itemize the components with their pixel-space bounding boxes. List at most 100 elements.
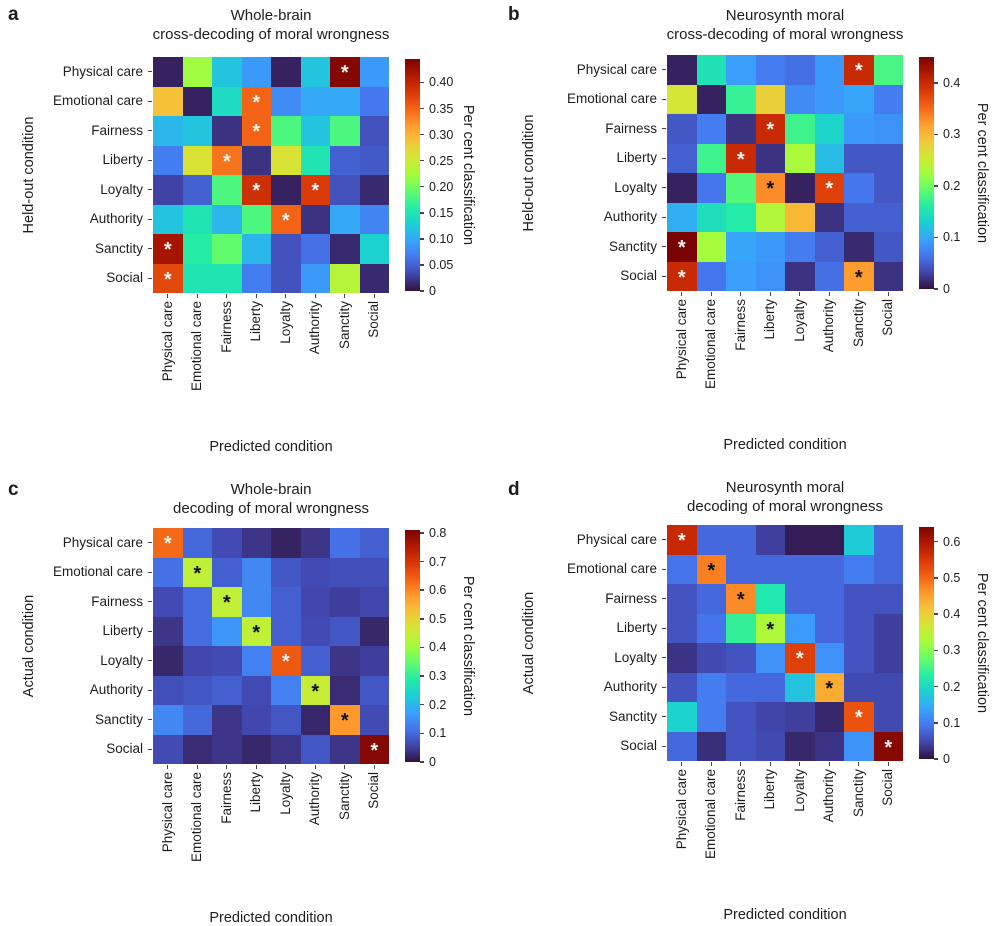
y-axis-tick: [148, 719, 152, 721]
row-label: Authority: [603, 209, 657, 225]
colorbar-tick: [420, 81, 424, 84]
column-label: Liberty: [248, 301, 264, 342]
heatmap-cell: [667, 554, 697, 584]
colorbar-tick: [420, 560, 424, 563]
significance-asterisk: *: [163, 533, 172, 556]
heatmap-cell: [814, 613, 844, 643]
heatmap-cell: [785, 261, 815, 291]
colorbar-tick: [934, 540, 938, 543]
y-axis-tick: [662, 128, 666, 130]
heatmap-cell: [696, 731, 726, 761]
heatmap-cell: [755, 702, 785, 732]
row-label: Authority: [603, 679, 657, 695]
colorbar-tick: [420, 761, 424, 763]
significance-asterisk: *: [795, 648, 804, 671]
x-axis-label: Predicted condition: [723, 907, 847, 923]
heatmap-cell: [153, 175, 183, 205]
heatmap-cell: [241, 734, 271, 764]
heatmap-cell: [785, 55, 815, 85]
panel-title: Neurosynth moral cross-decoding of moral…: [625, 6, 945, 44]
heatmap-cell: *: [182, 557, 212, 587]
heatmap-cell: [814, 202, 844, 232]
heatmap-cell: [330, 675, 360, 705]
row-label: Liberty: [102, 152, 143, 168]
colorbar-tick-label: 0.4: [943, 607, 961, 621]
heatmap-cell: [153, 116, 183, 146]
heatmap-cell: [330, 587, 360, 617]
x-axis-tick: [740, 762, 742, 766]
column-label: Liberty: [762, 299, 778, 340]
heatmap-cell: [300, 587, 330, 617]
heatmap-cell: [814, 232, 844, 262]
heatmap-cell: [182, 263, 212, 293]
heatmap-cell: [667, 84, 697, 114]
heatmap-cell: [785, 613, 815, 643]
column-label: Social: [880, 299, 896, 336]
x-axis-tick: [710, 292, 712, 296]
colorbar-tick: [420, 212, 424, 214]
heatmap-cell: *: [241, 116, 271, 146]
colorbar-tick: [934, 185, 938, 187]
heatmap-cell: [153, 675, 183, 705]
significance-asterisk: *: [163, 268, 172, 291]
heatmap-cell: [755, 672, 785, 702]
x-axis-tick: [255, 294, 257, 298]
heatmap-cell: [873, 554, 903, 584]
colorbar-tick-label: 0.1: [429, 726, 447, 741]
x-axis-label: Predicted condition: [723, 437, 847, 453]
colorbar-gradient: [919, 57, 934, 289]
heatmap-cell: [153, 646, 183, 676]
heatmap-cell: [182, 116, 212, 146]
x-axis-tick: [887, 762, 889, 766]
significance-asterisk: *: [825, 677, 834, 700]
heatmap-cell: *: [300, 175, 330, 205]
row-label: Loyalty: [100, 181, 143, 197]
y-axis-tick: [148, 100, 152, 102]
row-label: Emotional care: [566, 561, 657, 577]
column-label: Loyalty: [277, 772, 293, 815]
heatmap-cell: [241, 675, 271, 705]
column-label: Fairness: [732, 769, 748, 821]
colorbar-tick: [934, 288, 938, 290]
x-axis-tick: [373, 765, 375, 769]
heatmap-cell: [300, 263, 330, 293]
column-label: Emotional care: [189, 772, 205, 863]
heatmap-cell: *: [212, 587, 242, 617]
title-line-2: decoding of moral wrongness: [687, 498, 883, 515]
heatmap-cell: *: [359, 734, 389, 764]
heatmap-cell: [726, 643, 756, 673]
y-axis-tick: [662, 246, 666, 248]
panel-title: Whole-brain cross-decoding of moral wron…: [111, 6, 431, 44]
significance-asterisk: *: [252, 121, 261, 144]
heatmap-cell: [873, 672, 903, 702]
colorbar-tick: [420, 532, 424, 534]
heatmap-cell: [726, 173, 756, 203]
y-axis-tick: [662, 98, 666, 100]
heatmap-cell: [212, 86, 242, 116]
heatmap-cell: [844, 731, 874, 761]
x-axis-tick: [344, 294, 346, 298]
y-axis-tick: [662, 716, 666, 718]
panel-d: d Neurosynth moral decoding of moral wro…: [500, 460, 999, 923]
significance-asterisk: *: [766, 119, 775, 142]
heatmap-cell: [873, 143, 903, 173]
heatmap-cell: [873, 202, 903, 232]
colorbar-label: Per cent classification: [974, 572, 990, 714]
colorbar-tick-label: 0.30: [429, 127, 454, 142]
heatmap-cell: [182, 734, 212, 764]
heatmap-cell: [726, 84, 756, 114]
colorbar-tick: [420, 618, 424, 620]
heatmap-cell: [814, 114, 844, 144]
column-label: Physical care: [159, 301, 175, 382]
x-axis-tick: [255, 765, 257, 769]
colorbar-label: Per cent classification: [460, 104, 476, 246]
heatmap-cell: [300, 204, 330, 234]
heatmap-cell: [667, 643, 697, 673]
colorbar-tick: [934, 758, 938, 760]
heatmap-grid: * * * * * * * * *: [153, 57, 389, 293]
heatmap-cell: [726, 261, 756, 291]
heatmap-cell: [212, 646, 242, 676]
row-label: Fairness: [605, 590, 657, 606]
heatmap-cell: [873, 173, 903, 203]
heatmap-cell: [153, 57, 183, 87]
